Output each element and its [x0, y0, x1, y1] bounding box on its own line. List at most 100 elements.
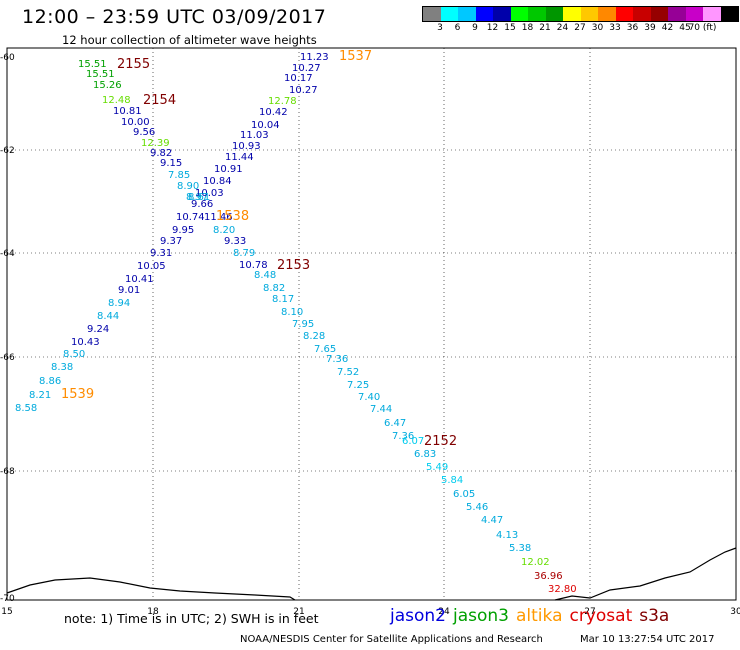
latitude-tick-labels: -60 -62 -64 -66 -68 -70 [0, 53, 15, 604]
swh-value-track-a: 7.25 [347, 380, 369, 391]
swh-value-track-a: 11.46 [204, 212, 233, 223]
colorbar-swatch [510, 7, 528, 21]
colorbar-label: 39 [644, 23, 656, 33]
longitude-tick: 15 [1, 607, 12, 617]
swh-value-track-b: 10.84 [203, 176, 232, 187]
swh-value-track-b: 8.86 [39, 376, 61, 387]
swh-value-track-b: 9.31 [150, 248, 172, 259]
swh-value-track-a: 7.36 [326, 354, 348, 365]
swh-value-track-b: 10.91 [214, 164, 243, 175]
longitude-tick: 21 [293, 607, 304, 617]
swh-value-track-b: 10.27 [289, 85, 318, 96]
swh-value-track-a: 9.66 [191, 199, 213, 210]
swh-value-track-a: 15.26 [93, 80, 122, 91]
latitude-tick: -64 [0, 249, 15, 259]
page-subtitle: 12 hour collection of altimeter wave hei… [62, 33, 317, 47]
swh-value-track-a: 7.95 [292, 319, 314, 330]
swh-value-track-b: 11.44 [225, 152, 254, 163]
colorbar-swatch [475, 7, 493, 21]
swh-value-track-a: 7.44 [370, 404, 392, 415]
colorbar-swatch [685, 7, 703, 21]
latitude-tick: -66 [0, 353, 15, 363]
antarctic-coastline-east [554, 547, 737, 601]
map-grid [7, 48, 736, 600]
latitude-tick: -70 [0, 594, 15, 604]
colorbar-label: 45 [679, 23, 691, 33]
pass-time-label: 2154 [143, 93, 176, 108]
colorbar-label: 6 [454, 23, 461, 33]
colorbar-label: 36 [626, 23, 639, 33]
swh-value-track-a: 5.84 [441, 475, 463, 486]
swh-value-track-b: 8.94 [108, 298, 130, 309]
antarctic-coastline [6, 577, 296, 601]
latitude-tick: -60 [0, 53, 15, 63]
pass-time-labels: 2155 2154 1537 1538 2153 1539 2152 [61, 49, 457, 449]
colorbar-label: 30 [591, 23, 604, 33]
latitude-tick: -62 [0, 146, 15, 156]
swh-value-track-b: 10.05 [137, 261, 166, 272]
swh-value-track-b: 8.50 [63, 349, 85, 360]
swh-value-track-b: 9.24 [87, 324, 109, 335]
pass-time-label: 2155 [117, 57, 150, 72]
swh-value-track-a: 8.48 [254, 270, 276, 281]
swh-value-track-b: 9.95 [172, 225, 194, 236]
colorbar-label: 42 [661, 23, 674, 33]
colorbar-swatch [668, 7, 686, 21]
longitude-tick: 27 [584, 607, 595, 617]
swh-value-track-a: 7.65 [314, 344, 336, 355]
colorbar-swatch [423, 7, 441, 21]
legend-jason3: jason3 [453, 606, 509, 626]
colorbar-swatch [580, 7, 598, 21]
colorbar-label: 33 [609, 23, 621, 33]
swh-value-track-a: 6.47 [384, 418, 406, 429]
swh-value-track-a: 10.00 [121, 117, 150, 128]
colorbar-label: 9 [472, 23, 478, 33]
pass-time-label: 1538 [216, 209, 249, 224]
colorbar-swatch [633, 7, 651, 21]
satellite-legend: jason2 jason3 altika cryosat s3a [390, 606, 676, 626]
pass-time-label: 1539 [61, 387, 94, 402]
swh-value-track-a: 4.13 [496, 530, 518, 541]
swh-value-track-a: 12.48 [102, 95, 131, 106]
page-title: 12:00 – 23:59 UTC 03/09/2017 [22, 6, 327, 28]
swh-value-track-b: 10.41 [125, 274, 154, 285]
swh-value-track-a: 8.79 [233, 248, 255, 259]
swh-value-track-a: 8.28 [303, 331, 325, 342]
swh-value-track-a: 8.10 [281, 307, 303, 318]
swh-value-track-a: 10.81 [113, 106, 142, 117]
swh-value-track-b: 11.23 [300, 52, 329, 63]
swh-value-track-a: 10.78 [239, 260, 268, 271]
swh-value-track-a: 5.38 [509, 543, 531, 554]
swh-value-track-b: 9.37 [160, 236, 182, 247]
colorbar-swatches [422, 6, 739, 22]
colorbar-swatch [528, 7, 546, 21]
swh-value-track-a: 32.80 [548, 584, 577, 595]
pass-time-label: 1537 [339, 49, 372, 64]
colorbar-label: 3 [437, 23, 443, 33]
swh-value-track-a: 7.36 [392, 431, 414, 442]
swh-value-track-a: 9.15 [160, 158, 182, 169]
swh-value-track-a: 6.07 [402, 436, 424, 447]
swh-value-track-b: 10.04 [251, 120, 280, 131]
swh-value-track-b: 8.44 [97, 311, 119, 322]
swh-value-track-a: 4.47 [481, 515, 503, 526]
colorbar-swatch [440, 7, 458, 21]
swh-value-track-a: 5.49 [426, 462, 448, 473]
swh-value-track-b: 12.78 [268, 96, 297, 107]
colorbar-swatch [615, 7, 633, 21]
swh-value-track-b: 10.93 [232, 141, 261, 152]
credit-line: NOAA/NESDIS Center for Satellite Applica… [240, 634, 543, 645]
swh-value-track-a: 5.46 [466, 502, 488, 513]
wave-height-colorbar: 3 6 9 12 15 18 21 24 27 30 33 36 39 42 45 70 (ft) [422, 6, 739, 36]
longitude-tick: 30 [730, 607, 740, 617]
swh-value-track-a: 9.82 [150, 148, 172, 159]
swh-value-track-a: 8.97 [186, 192, 208, 203]
swh-value-track-a: 7.52 [337, 367, 359, 378]
swh-value-track-a: 12.39 [141, 138, 170, 149]
colorbar-label: 24 [556, 23, 569, 33]
latitude-tick: -68 [0, 467, 15, 477]
longitude-tick: 24 [438, 607, 450, 617]
swh-value-track-a: 9.56 [133, 127, 155, 138]
swh-value-track-a: 12.02 [521, 557, 550, 568]
